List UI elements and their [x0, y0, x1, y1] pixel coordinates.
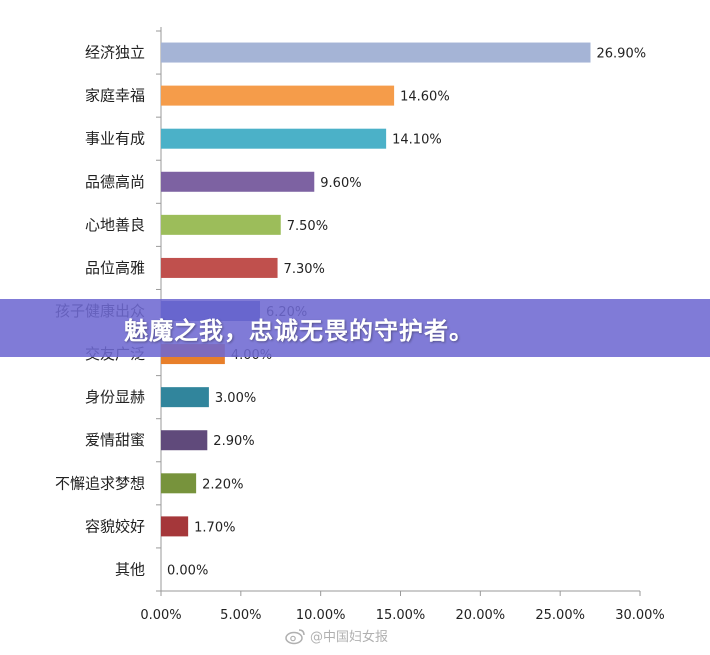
bar: [161, 128, 387, 149]
bar: [161, 42, 591, 63]
watermark-text: @中国妇女报: [310, 630, 389, 645]
weibo-icon: [285, 628, 305, 644]
data-label: 7.30%: [284, 262, 325, 277]
category-label: 容貌姣好: [85, 517, 145, 535]
x-tick-label: 15.00%: [376, 608, 426, 623]
bar: [161, 516, 189, 537]
x-tick-label: 10.00%: [296, 608, 346, 623]
bar: [161, 85, 395, 106]
category-label: 身份显赫: [85, 388, 145, 406]
bar: [161, 214, 281, 235]
watermark: @中国妇女报: [284, 626, 388, 645]
data-label: 3.00%: [215, 391, 256, 406]
category-label: 爱情甜蜜: [85, 431, 145, 449]
x-tick-label: 5.00%: [220, 608, 261, 623]
data-label: 7.50%: [287, 219, 328, 234]
bar: [161, 387, 209, 408]
x-tick-label: 30.00%: [615, 608, 665, 623]
category-label: 心地善良: [85, 216, 145, 234]
data-label: 14.10%: [392, 133, 442, 148]
data-label: 1.70%: [194, 520, 235, 535]
category-label: 不懈追求梦想: [55, 474, 145, 492]
data-label: 9.60%: [320, 176, 361, 191]
data-label: 0.00%: [167, 563, 208, 578]
data-label: 14.60%: [400, 90, 450, 105]
category-label: 品德高尚: [85, 173, 145, 191]
data-label: 2.90%: [213, 434, 254, 449]
bar: [161, 257, 278, 278]
x-tick-label: 25.00%: [535, 608, 585, 623]
category-label: 家庭幸福: [85, 87, 145, 105]
bar: [161, 171, 315, 192]
banner-text: 魅魔之我，忠诚无畏的守护者。: [124, 316, 474, 345]
data-label: 26.90%: [597, 47, 647, 62]
category-label: 经济独立: [85, 44, 145, 62]
category-label: 事业有成: [85, 130, 145, 148]
category-label: 其他: [115, 560, 145, 578]
x-tick-label: 0.00%: [140, 608, 181, 623]
overlay-banner: 魅魔之我，忠诚无畏的守护者。: [0, 299, 710, 357]
category-label: 品位高雅: [85, 259, 145, 277]
x-tick-label: 20.00%: [456, 608, 506, 623]
bar: [161, 430, 208, 451]
data-label: 2.20%: [202, 477, 243, 492]
bar: [161, 473, 197, 494]
